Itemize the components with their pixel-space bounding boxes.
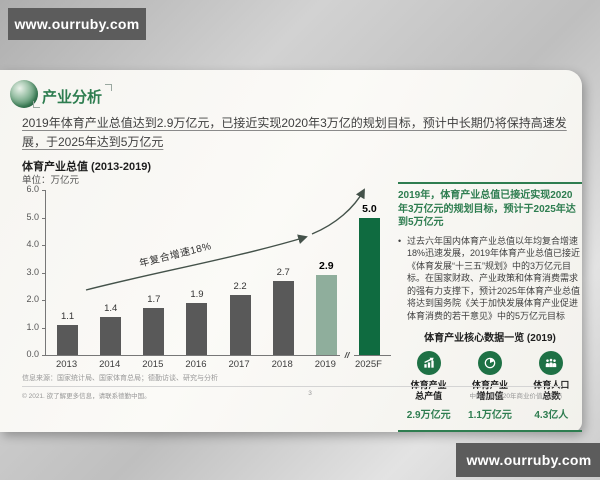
panel-top-rule xyxy=(398,182,582,184)
growth-chart-icon xyxy=(416,351,441,375)
slide-subtitle: 2019年体育产业总值达到2.9万亿元，已接近实现2020年3万亿的规划目标，预… xyxy=(22,116,567,149)
y-axis-tick-mark xyxy=(42,245,46,246)
chart-unit-label: 单位：万亿元 xyxy=(22,175,80,186)
bar-2014 xyxy=(100,316,122,355)
source-note: 信息来源：国家统计局、国家体育总局；德勤访谈、研究与分析 xyxy=(22,375,218,382)
y-axis-tick-label: 2.0 xyxy=(26,294,39,304)
x-axis-labels: 2013 2014 2015 2016 2017 2018 2019 2025F xyxy=(45,359,390,370)
footer-copyright: © 2021. 欲了解更多信息，请联系德勤中国。 xyxy=(22,393,151,400)
y-axis-tick-label: 6.0 xyxy=(26,184,39,194)
bar-value-label: 2.9 xyxy=(319,260,334,273)
analysis-panel: 2019年，体育产业总值已接近实现2020年3万亿元的规划目标，预计于2025年… xyxy=(398,182,582,432)
x-axis-label-2019: 2019 xyxy=(314,359,336,370)
panel-bottom-rule xyxy=(398,430,582,432)
pie-chart-icon xyxy=(477,351,502,375)
bar-value-label: 5.0 xyxy=(362,202,377,215)
stat-value: 2.9万亿元 xyxy=(406,410,451,421)
x-axis-label-2013: 2013 xyxy=(55,359,78,370)
y-axis-tick-mark xyxy=(42,272,46,274)
stat-label: 体育产业 增加值 xyxy=(471,380,508,401)
stat-label: 体育产业 总产值 xyxy=(410,380,447,401)
bar-value-label: 1.1 xyxy=(60,310,75,322)
bar-value-label: 1.9 xyxy=(190,288,204,300)
bar-value-label: 1.7 xyxy=(147,294,161,306)
y-axis-tick-label: 1.0 xyxy=(26,321,39,332)
panel-bullet: • 过去六年国内体育产业总值以年均复合增速18%迅速发展，2019年体育产业总值… xyxy=(398,235,582,323)
bar-value-label: 1.4 xyxy=(104,302,118,314)
y-axis-tick-mark xyxy=(42,300,46,301)
watermark-top-left: www.ourruby.com xyxy=(8,8,146,40)
bullet-icon: • xyxy=(398,235,402,246)
footer-row: © 2021. 欲了解更多信息，请联系德勤中国。 3 中国冰雪2020年商业价值… xyxy=(22,390,562,400)
stat-added-value: 体育产业 增加值 1.1万亿元 xyxy=(459,351,520,421)
people-icon xyxy=(539,351,564,375)
cagr-annotation: 年复合增速18% xyxy=(138,241,213,270)
key-stats-title: 体育产业核心数据一览 (2019) xyxy=(424,333,556,344)
y-axis-tick-label: 3.0 xyxy=(26,266,39,277)
bar-value-label: 2.2 xyxy=(233,280,247,292)
key-stats-row: 体育产业 总产值 2.9万亿元 体育产业 增加值 1.1万亿元 xyxy=(398,351,582,421)
y-axis-tick-mark xyxy=(42,327,46,329)
bar-2025F xyxy=(358,217,380,355)
chart-title: 体育产业总值 (2013-2019) xyxy=(22,161,151,173)
bar-chart-plot: 年复合增速18% // 0.0 1.0 2.0 3.0 4.0 5.0 6.0 1.1 1.4 1… xyxy=(26,184,391,360)
y-axis-tick-mark xyxy=(42,355,46,356)
x-axis-label-2015: 2015 xyxy=(142,359,164,370)
x-axis-label-2018: 2018 xyxy=(271,359,293,370)
report-slide: 产业分析 2019年体育产业总值达到2.9万亿元，已接近实现2020年3万亿的规… xyxy=(0,70,582,432)
x-axis-label-2025F: 2025F xyxy=(354,359,382,370)
footer-page-number: 3 xyxy=(308,390,312,397)
axis-break-mark: // xyxy=(340,350,354,360)
y-axis-tick-label: 4.0 xyxy=(26,239,39,249)
panel-headline: 2019年，体育产业总值已接近实现2020年3万亿元的规划目标，预计于2025年… xyxy=(398,190,576,228)
y-axis-tick-label: 5.0 xyxy=(26,211,39,222)
footer-divider xyxy=(22,386,562,387)
footer-doc-title: 中国冰雪2020年商业价值白皮书 xyxy=(469,393,562,400)
bar-2017 xyxy=(229,294,251,355)
x-axis-label-2016: 2016 xyxy=(185,359,207,370)
stat-label: 体育人口 总数 xyxy=(533,380,570,401)
panel-bullet-text: 过去六年国内体育产业总值以年均复合增速18%迅速发展，2019年体育产业总值已接… xyxy=(407,235,581,321)
bar-2016 xyxy=(186,302,208,355)
stat-total-output: 体育产业 总产值 2.9万亿元 xyxy=(398,351,459,421)
y-axis-tick-mark xyxy=(42,217,46,219)
bar-2019 xyxy=(315,275,337,355)
watermark-bottom-right: www.ourruby.com xyxy=(456,443,600,477)
stat-value: 4.3亿人 xyxy=(534,410,569,421)
stat-value: 1.1万亿元 xyxy=(468,410,512,421)
bar-value-label: 2.7 xyxy=(276,266,290,278)
x-axis-label-2017: 2017 xyxy=(228,359,250,370)
bar-2015 xyxy=(143,308,165,355)
y-axis-tick-label: 0.0 xyxy=(26,349,39,359)
x-axis-label-2014: 2014 xyxy=(99,359,121,370)
bar-2013 xyxy=(57,324,79,355)
stat-sports-population: 体育人口 总数 4.3亿人 xyxy=(521,351,582,421)
page-title: 产业分析 xyxy=(32,84,113,108)
y-axis-tick-mark xyxy=(42,190,46,191)
bar-2018 xyxy=(272,280,294,355)
